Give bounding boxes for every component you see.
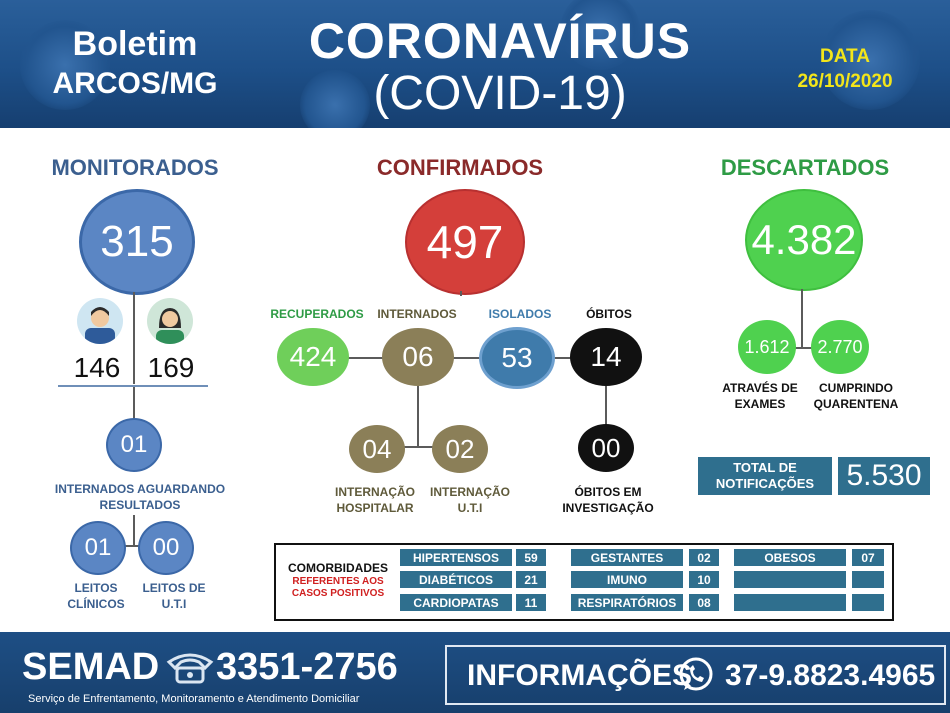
comorbidade-value: 08 <box>689 594 719 611</box>
comorbidade-value: 07 <box>852 549 884 566</box>
obitos-investigacao-label: ÓBITOS EM INVESTIGAÇÃO <box>562 485 654 515</box>
obitos-circle: 14 <box>570 328 642 386</box>
confirmados-total-circle: 497 <box>405 189 525 295</box>
internados-label: INTERNADOS <box>377 307 457 321</box>
phone-number: 3351-2756 <box>216 646 398 688</box>
virus-decoration <box>20 20 110 110</box>
female-avatar-icon <box>147 298 193 344</box>
comorbidade-name: CARDIOPATAS <box>400 594 512 611</box>
footer-banner: SEMAD 3351-2756 Serviço de Enfrentamento… <box>0 632 950 713</box>
internados-circle: 06 <box>382 328 454 386</box>
date-value: 26/10/2020 <box>797 71 893 92</box>
whatsapp-number: 37-9.8823.4965 <box>725 659 936 692</box>
exames-circle: 1.612 <box>738 320 796 374</box>
notificacoes-value: 5.530 <box>838 457 930 495</box>
date-label: DATA <box>820 46 870 67</box>
comorbidade-empty-cell <box>734 571 846 588</box>
internacao-uti-label: INTERNAÇÃO U.T.I <box>430 485 510 515</box>
leitos-clinicos-label: LEITOS CLÍNICOS <box>67 581 125 611</box>
quarentena-label: CUMPRINDO QUARENTENA <box>813 381 899 411</box>
connector-line <box>605 386 607 426</box>
connector-line <box>133 387 135 422</box>
connector-line <box>765 347 841 349</box>
monitorados-title: MONITORADOS <box>51 155 219 180</box>
comorbidade-value: 59 <box>516 549 546 566</box>
comorbidade-value: 02 <box>689 549 719 566</box>
main-title: CORONAVÍRUS <box>308 13 692 69</box>
comorbidade-value: 11 <box>516 594 546 611</box>
monitorados-total-circle: 315 <box>79 189 195 295</box>
internacao-hospitalar-label: INTERNAÇÃO HOSPITALAR <box>335 485 415 515</box>
isolados-circle: 53 <box>479 327 555 389</box>
connector-line <box>417 386 419 446</box>
obitos-label: ÓBITOS <box>586 307 632 321</box>
comorbidade-name: DIABÉTICOS <box>400 571 512 588</box>
phone-icon <box>165 650 215 686</box>
city-label: Arcos/MG <box>52 67 218 100</box>
comorbidades-subtitle: REFERENTES AOS CASOS POSITIVOS <box>291 576 385 599</box>
virus-decoration <box>820 10 920 110</box>
descartados-total-circle: 4.382 <box>745 189 863 291</box>
internacao-uti-circle: 02 <box>432 425 488 473</box>
comorbidade-empty-cell <box>852 594 884 611</box>
header-banner: Boletim Arcos/MG CORONAVÍRUS (COVID-19) … <box>0 0 950 128</box>
info-box: INFORMAÇÕES 37-9.8823.4965 <box>445 645 946 705</box>
obitos-investigacao-circle: 00 <box>578 424 634 472</box>
isolados-label: ISOLADOS <box>488 307 552 321</box>
recuperados-label: RECUPERADOS <box>270 307 364 321</box>
male-avatar-icon <box>77 298 123 344</box>
men-count: 146 <box>73 352 121 383</box>
virus-decoration <box>560 0 640 70</box>
bulletin-label: Boletim <box>72 25 198 63</box>
connector-line <box>801 289 803 349</box>
comorbidade-name: HIPERTENSOS <box>400 549 512 566</box>
semad-label: SEMAD <box>22 646 160 688</box>
leitos-uti-circle: 00 <box>138 521 194 575</box>
divider-line <box>58 385 208 387</box>
bulletin-title: Boletim Arcos/MG <box>0 24 270 104</box>
main-subtitle: (COVID-19) <box>373 67 627 120</box>
date-block: DATA 26/10/2020 <box>770 44 920 94</box>
comorbidade-name: IMUNO <box>571 571 683 588</box>
comorbidade-empty-cell <box>852 571 884 588</box>
exames-label: ATRAVÉS DE EXAMES <box>722 381 798 411</box>
connector-line <box>133 515 135 545</box>
women-count: 169 <box>147 352 195 383</box>
confirmados-title: CONFIRMADOS <box>376 155 544 180</box>
comorbidade-value: 21 <box>516 571 546 588</box>
connector-line <box>460 291 462 296</box>
connector-line <box>340 357 580 359</box>
connector-line <box>375 446 460 448</box>
leitos-uti-label: LEITOS DE U.T.I <box>142 581 206 611</box>
service-description: Serviço de Enfrentamento, Monitoramento … <box>28 693 360 705</box>
comorbidade-name: RESPIRATÓRIOS <box>571 594 683 611</box>
info-label: INFORMAÇÕES <box>467 659 692 692</box>
internacao-hospitalar-circle: 04 <box>349 425 405 473</box>
comorbidade-empty-cell <box>734 594 846 611</box>
recuperados-circle: 424 <box>277 328 349 386</box>
connector-line <box>100 545 165 547</box>
whatsapp-icon <box>677 656 715 694</box>
comorbidade-name: GESTANTES <box>571 549 683 566</box>
comorbidades-title: COMORBIDADES <box>287 561 388 575</box>
comorbidade-value: 10 <box>689 571 719 588</box>
quarentena-circle: 2.770 <box>811 320 869 374</box>
leitos-clinicos-circle: 01 <box>70 521 126 575</box>
connector-line <box>133 292 135 384</box>
comorbidades-table: COMORBIDADES REFERENTES AOS CASOS POSITI… <box>274 543 894 621</box>
virus-decoration <box>300 70 370 128</box>
internados-aguardando-circle: 01 <box>106 418 162 472</box>
notificacoes-label: TOTAL DE NOTIFICAÇÕES <box>698 457 832 495</box>
descartados-title: DESCARTADOS <box>720 155 890 180</box>
internados-aguardando-label: INTERNADOS AGUARDANDO RESULTADOS <box>54 482 226 512</box>
comorbidade-name: OBESOS <box>734 549 846 566</box>
